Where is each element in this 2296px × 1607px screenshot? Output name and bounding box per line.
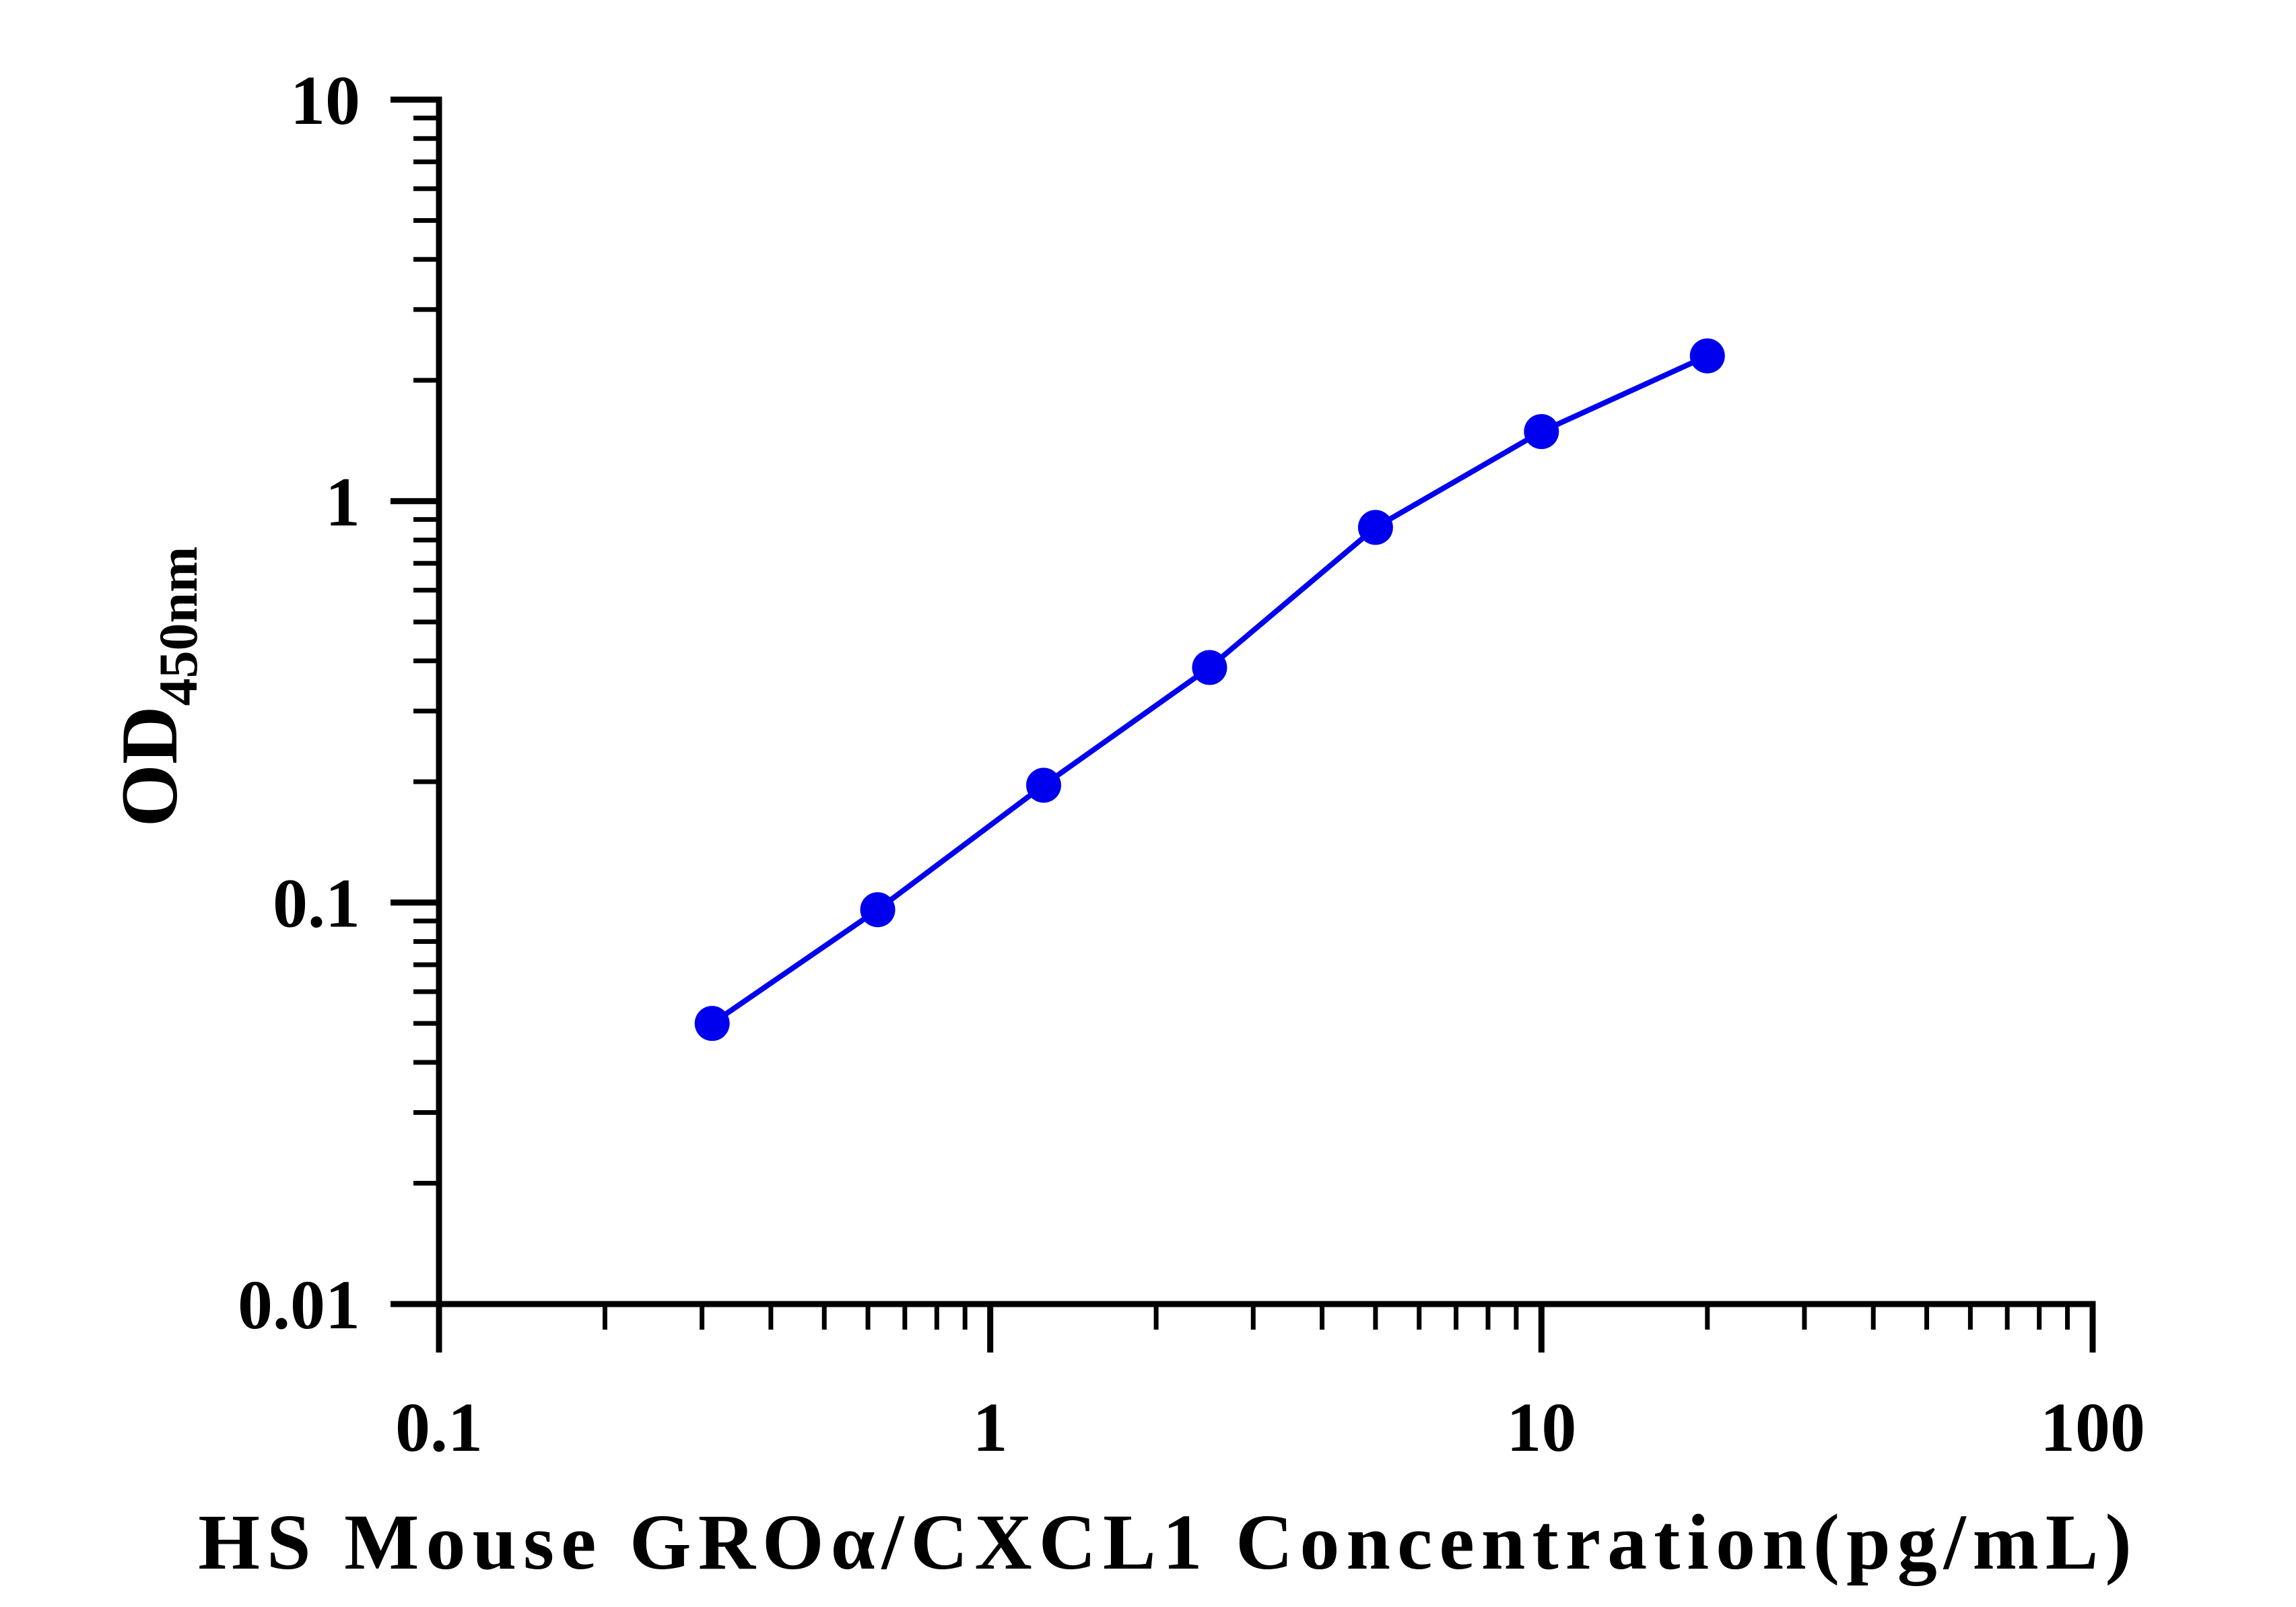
- series-line: [710, 353, 1709, 1026]
- data-point: [1192, 650, 1227, 685]
- y-tick-label: 0.01: [238, 1266, 360, 1344]
- data-series: [694, 338, 1725, 1041]
- x-axis-title: HS Mouse GROα/CXCL1 Concentration(pg/mL): [198, 1498, 2138, 1586]
- y-axis-title-main: OD: [104, 706, 194, 827]
- x-tick-label: 100: [2040, 1389, 2145, 1466]
- data-point: [1357, 510, 1393, 545]
- axis-labels: OD450nm HS Mouse GROα/CXCL1 Concentratio…: [104, 62, 2145, 1586]
- data-point: [1524, 414, 1559, 450]
- data-point: [860, 892, 896, 928]
- data-point: [694, 1006, 730, 1041]
- data-point: [1689, 338, 1725, 374]
- x-tick-label: 1: [973, 1389, 1008, 1466]
- y-axis-title: OD450nm: [104, 547, 209, 827]
- y-axis-title-subscript: 450nm: [147, 547, 209, 706]
- x-tick-label: 10: [1506, 1389, 1576, 1466]
- y-tick-label: 0.1: [273, 865, 360, 943]
- axis-ticks: [391, 96, 2096, 1353]
- x-tick-label: 0.1: [395, 1389, 483, 1466]
- axes: [436, 96, 2096, 1307]
- y-tick-label: 1: [325, 463, 360, 541]
- data-point: [1026, 767, 1062, 803]
- y-tick-label: 10: [290, 62, 360, 139]
